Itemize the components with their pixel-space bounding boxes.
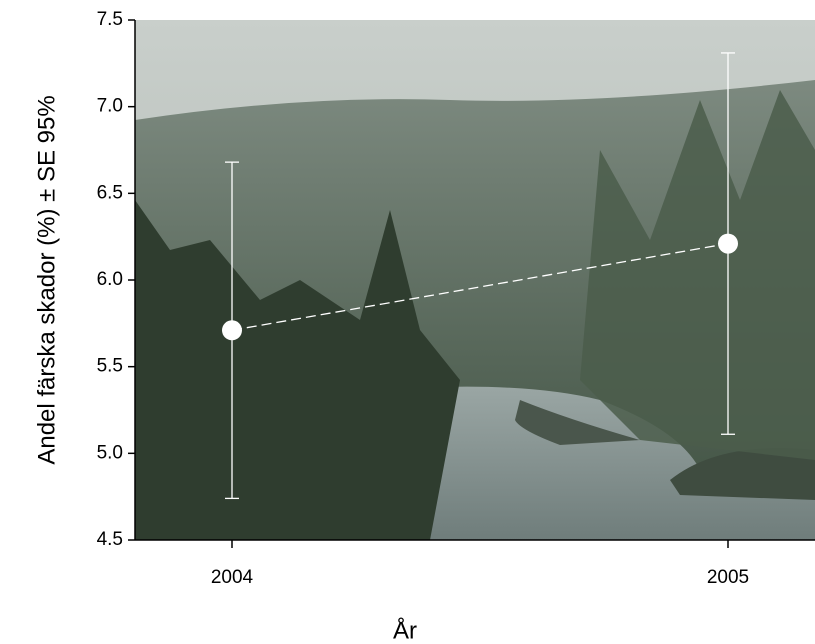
- y-tick-label: 6.0: [97, 269, 123, 290]
- point: [222, 320, 242, 340]
- y-tick-label: 6.5: [97, 182, 123, 203]
- y-axis-label: Andel färska skador (%) ± SE 95%: [33, 95, 60, 464]
- x-tick-label: 2005: [707, 567, 749, 588]
- x-tick-label: 2004: [211, 567, 254, 588]
- y-tick-label: 7.5: [97, 9, 123, 30]
- y-tick-label: 7.0: [97, 96, 123, 117]
- y-tick-label: 5.0: [97, 442, 123, 463]
- y-tick-label: 4.5: [97, 529, 123, 550]
- y-tick-label: 5.5: [97, 356, 123, 377]
- background-photo: [135, 20, 815, 540]
- point: [718, 234, 738, 254]
- x-axis-label: År: [393, 616, 417, 644]
- chart: Andel färska skador (%) ± SE 95% År 4.5 5…: [0, 0, 815, 644]
